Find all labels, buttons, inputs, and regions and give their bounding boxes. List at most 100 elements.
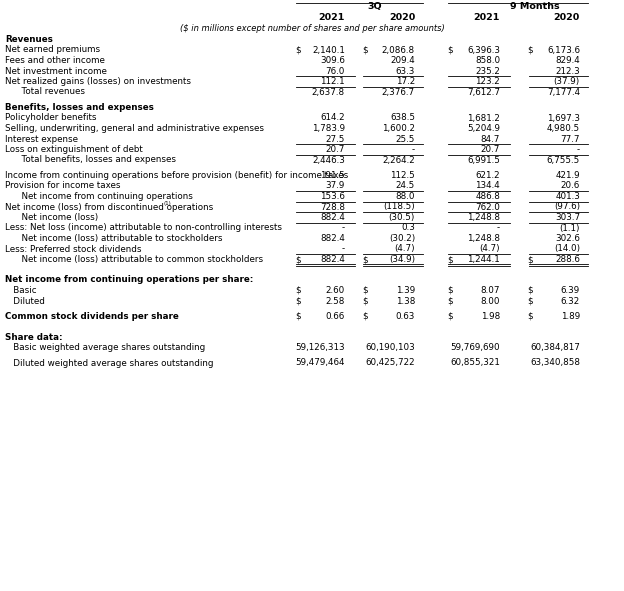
Text: 3Q: 3Q (368, 2, 383, 11)
Text: 2,264.2: 2,264.2 (383, 155, 415, 164)
Text: 6,396.3: 6,396.3 (467, 46, 500, 54)
Text: Loss on extinguishment of debt: Loss on extinguishment of debt (5, 145, 143, 154)
Text: 17.2: 17.2 (396, 77, 415, 86)
Text: Policyholder benefits: Policyholder benefits (5, 113, 97, 122)
Text: 0.63: 0.63 (396, 312, 415, 321)
Text: 858.0: 858.0 (475, 56, 500, 65)
Text: 24.5: 24.5 (396, 181, 415, 190)
Text: Common stock dividends per share: Common stock dividends per share (5, 312, 178, 321)
Text: $: $ (362, 255, 368, 264)
Text: Total revenues: Total revenues (5, 87, 85, 96)
Text: 1.89: 1.89 (561, 312, 580, 321)
Text: (118.5): (118.5) (383, 203, 415, 212)
Text: 882.4: 882.4 (320, 213, 345, 222)
Text: 63.3: 63.3 (396, 67, 415, 76)
Text: 882.4: 882.4 (320, 234, 345, 243)
Text: 1,697.3: 1,697.3 (547, 113, 580, 122)
Text: 614.2: 614.2 (320, 113, 345, 122)
Text: 20.7: 20.7 (326, 145, 345, 154)
Text: 728.8: 728.8 (320, 203, 345, 212)
Text: Net income (loss): Net income (loss) (5, 213, 98, 222)
Text: $: $ (527, 255, 533, 264)
Text: Interest expense: Interest expense (5, 135, 78, 144)
Text: 123.2: 123.2 (475, 77, 500, 86)
Text: (30.2): (30.2) (389, 234, 415, 243)
Text: 153.6: 153.6 (320, 192, 345, 201)
Text: 1,244.1: 1,244.1 (467, 255, 500, 264)
Text: 0.3: 0.3 (401, 223, 415, 232)
Text: $: $ (295, 312, 301, 321)
Text: 0.66: 0.66 (326, 312, 345, 321)
Text: -: - (342, 223, 345, 232)
Text: Net income from continuing operations: Net income from continuing operations (5, 192, 193, 201)
Text: Provision for income taxes: Provision for income taxes (5, 181, 120, 190)
Text: 2020: 2020 (553, 13, 580, 22)
Text: 59,126,313: 59,126,313 (295, 343, 345, 352)
Text: 2.60: 2.60 (326, 286, 345, 295)
Text: $: $ (362, 297, 368, 306)
Text: Revenues: Revenues (5, 35, 53, 44)
Text: 191.5: 191.5 (320, 171, 345, 180)
Text: 59,769,690: 59,769,690 (451, 343, 500, 352)
Text: 1,248.8: 1,248.8 (467, 213, 500, 222)
Text: (14.0): (14.0) (554, 245, 580, 254)
Text: 27.5: 27.5 (326, 135, 345, 144)
Text: 621.2: 621.2 (475, 171, 500, 180)
Text: Net income (loss) attributable to stockholders: Net income (loss) attributable to stockh… (5, 234, 223, 243)
Text: 209.4: 209.4 (390, 56, 415, 65)
Text: (1): (1) (163, 201, 172, 206)
Text: -: - (342, 245, 345, 254)
Text: 60,855,321: 60,855,321 (450, 359, 500, 368)
Text: Selling, underwriting, general and administrative expenses: Selling, underwriting, general and admin… (5, 124, 264, 133)
Text: 1,248.8: 1,248.8 (467, 234, 500, 243)
Text: -: - (412, 145, 415, 154)
Text: Fees and other income: Fees and other income (5, 56, 105, 65)
Text: 112.5: 112.5 (390, 171, 415, 180)
Text: Basic: Basic (5, 286, 37, 295)
Text: 303.7: 303.7 (555, 213, 580, 222)
Text: 8.00: 8.00 (480, 297, 500, 306)
Text: $: $ (527, 312, 533, 321)
Text: 2020: 2020 (389, 13, 415, 22)
Text: 309.6: 309.6 (320, 56, 345, 65)
Text: 2021: 2021 (474, 13, 500, 22)
Text: Net income from continuing operations per share:: Net income from continuing operations pe… (5, 275, 253, 284)
Text: 7,177.4: 7,177.4 (547, 87, 580, 96)
Text: Income from continuing operations before provision (benefit) for income taxes: Income from continuing operations before… (5, 171, 348, 180)
Text: (30.5): (30.5) (389, 213, 415, 222)
Text: $: $ (447, 286, 452, 295)
Text: Diluted: Diluted (5, 297, 45, 306)
Text: Diluted weighted average shares outstanding: Diluted weighted average shares outstand… (5, 359, 213, 368)
Text: 20.6: 20.6 (561, 181, 580, 190)
Text: 88.0: 88.0 (396, 192, 415, 201)
Text: 212.3: 212.3 (555, 67, 580, 76)
Text: 2,637.8: 2,637.8 (312, 87, 345, 96)
Text: Basic weighted average shares outstanding: Basic weighted average shares outstandin… (5, 343, 205, 352)
Text: Less: Net loss (income) attributable to non-controlling interests: Less: Net loss (income) attributable to … (5, 223, 282, 232)
Text: Benefits, losses and expenses: Benefits, losses and expenses (5, 103, 154, 112)
Text: (37.9): (37.9) (553, 77, 580, 86)
Text: 2021: 2021 (319, 13, 345, 22)
Text: 882.4: 882.4 (320, 255, 345, 264)
Text: ($ in millions except number of shares and per share amounts): ($ in millions except number of shares a… (180, 24, 444, 33)
Text: (1.1): (1.1) (560, 223, 580, 232)
Text: $: $ (447, 255, 452, 264)
Text: 2.58: 2.58 (326, 297, 345, 306)
Text: 4,980.5: 4,980.5 (547, 124, 580, 133)
Text: 84.7: 84.7 (480, 135, 500, 144)
Text: 112.1: 112.1 (320, 77, 345, 86)
Text: 2,446.3: 2,446.3 (312, 155, 345, 164)
Text: 1,600.2: 1,600.2 (382, 124, 415, 133)
Text: 421.9: 421.9 (555, 171, 580, 180)
Text: (97.6): (97.6) (554, 203, 580, 212)
Text: 59,479,464: 59,479,464 (296, 359, 345, 368)
Text: 302.6: 302.6 (555, 234, 580, 243)
Text: Net income (loss) from discontinued operations: Net income (loss) from discontinued oper… (5, 203, 213, 212)
Text: 77.7: 77.7 (560, 135, 580, 144)
Text: $: $ (447, 46, 452, 54)
Text: $: $ (295, 255, 301, 264)
Text: (4.7): (4.7) (479, 245, 500, 254)
Text: $: $ (295, 46, 301, 54)
Text: Total benefits, losses and expenses: Total benefits, losses and expenses (5, 155, 176, 164)
Text: 7,612.7: 7,612.7 (467, 87, 500, 96)
